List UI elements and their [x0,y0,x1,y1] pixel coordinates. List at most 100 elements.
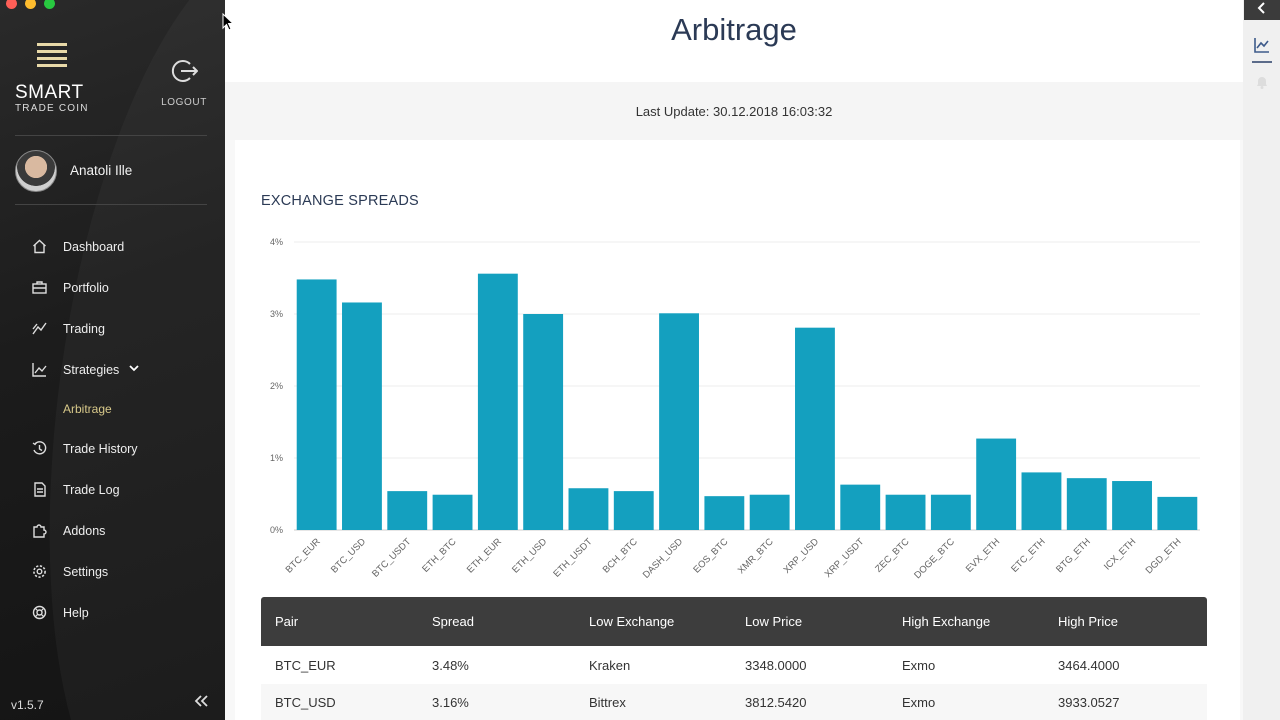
column-header[interactable]: High Exchange [902,614,991,629]
help-icon [31,605,47,621]
bar[interactable] [840,484,881,530]
bar[interactable] [976,438,1017,530]
minimize-window-button[interactable] [25,0,36,9]
title-bar [225,0,1243,82]
bar[interactable] [749,494,790,530]
cell-low-price: 3812.5420 [745,695,807,710]
x-tick-label: ZEC_BTC [873,536,911,574]
sidebar-item-label: Trading [63,321,105,336]
column-header[interactable]: High Price [1058,614,1118,629]
mouse-cursor-icon [222,13,234,31]
table-header: Pair Spread Low Exchange Low Price High … [261,597,1207,646]
table-row[interactable]: BTC_EUR 3.48% Kraken 3348.0000 Exmo 3464… [261,647,1207,684]
window-controls [6,0,55,9]
divider [15,204,207,205]
bar[interactable] [795,327,835,530]
maximize-window-button[interactable] [44,0,55,9]
bar[interactable] [930,494,971,530]
x-tick-label: ETH_USDT [551,536,594,579]
bar[interactable] [523,314,564,530]
sidebar: SMART TRADE COIN LOGOUT Anatoli Ille Das… [0,0,225,720]
sidebar-item-label: Strategies [63,362,120,377]
chart-icon[interactable] [1253,36,1271,54]
x-tick-label: DOGE_BTC [912,536,957,581]
column-header[interactable]: Pair [275,614,299,629]
bar[interactable] [885,494,926,530]
column-header[interactable]: Spread [432,614,474,629]
bar[interactable] [659,313,699,530]
gear-icon [31,564,47,580]
sidebar-item-strategies[interactable]: Strategies [0,349,225,390]
sidebar-item-portfolio[interactable]: Portfolio [0,267,225,308]
home-icon [31,239,47,255]
x-tick-label: EOS_BTC [691,536,730,575]
cell-high-exchange: Exmo [902,658,936,673]
cell-high-price: 3464.4000 [1058,658,1120,673]
sidebar-item-dashboard[interactable]: Dashboard [0,226,225,267]
sidebar-item-label: Dashboard [63,239,125,254]
bell-icon[interactable] [1254,74,1270,90]
bar[interactable] [1021,472,1062,530]
bar[interactable] [704,496,745,530]
right-rail [1243,0,1280,720]
sidebar-item-addons[interactable]: Addons [0,510,225,551]
x-tick-label: BCH_BTC [601,536,640,575]
sidebar-item-label: Trade History [63,441,138,456]
collapse-sidebar-icon[interactable] [194,694,208,712]
bar[interactable] [1066,478,1107,530]
x-tick-label: EVX_ETH [964,536,1002,574]
x-tick-label: DGD_ETH [1144,536,1184,576]
section-title: EXCHANGE SPREADS [261,193,419,209]
divider [15,135,207,136]
x-tick-label: DASH_USD [641,536,685,580]
x-tick-label: BTC_EUR [284,536,323,575]
x-tick-label: ETC_ETH [1009,536,1047,574]
brand-name: SMART [15,82,84,103]
y-tick-label: 1% [270,453,283,463]
sidebar-item-trade-log[interactable]: Trade Log [0,469,225,510]
sidebar-item-label: Portfolio [63,280,109,295]
chevron-down-icon[interactable] [129,364,139,375]
sidebar-subitem-arbitrage[interactable]: Arbitrage [63,402,112,416]
x-tick-label: ETH_BTC [420,536,458,574]
column-header[interactable]: Low Price [745,614,803,629]
sidebar-item-trading[interactable]: Trading [0,308,225,349]
avatar[interactable] [15,150,57,192]
close-window-button[interactable] [6,0,17,9]
cell-low-exchange: Kraken [589,658,631,673]
cell-spread: 3.48% [432,658,469,673]
bar[interactable] [342,302,382,530]
sidebar-item-label: Help [63,605,89,620]
bar[interactable] [387,491,428,530]
sidebar-nav: Dashboard Portfolio Trading Strategies A… [0,226,225,633]
last-update: Last Update: 30.12.2018 16:03:32 [635,104,833,119]
rail-toggle-button[interactable] [1244,0,1280,20]
cell-pair: BTC_EUR [275,658,336,673]
y-tick-label: 3% [270,309,283,319]
bar[interactable] [477,273,518,530]
logout-label: LOGOUT [161,97,207,108]
column-header[interactable]: Low Exchange [589,614,675,629]
sidebar-item-settings[interactable]: Settings [0,551,225,592]
user-name: Anatoli Ille [70,163,133,178]
bar[interactable] [432,494,473,530]
logout-button[interactable]: LOGOUT [160,58,208,108]
bar[interactable] [1157,496,1198,530]
sidebar-item-label: Addons [63,523,106,538]
sidebar-item-label: Settings [63,564,109,579]
update-bar [225,82,1243,140]
bar[interactable] [613,491,654,530]
bar[interactable] [568,488,609,530]
cell-high-exchange: Exmo [902,695,936,710]
table-row[interactable]: BTC_USD 3.16% Bittrex 3812.5420 Exmo 393… [261,684,1207,720]
x-tick-label: BTG_ETH [1054,536,1093,575]
x-tick-label: BTC_USDT [370,536,413,579]
y-tick-label: 4% [270,237,283,247]
logout-icon [171,60,199,82]
puzzle-icon [31,523,47,539]
sidebar-item-trade-history[interactable]: Trade History [0,428,225,469]
bar[interactable] [296,279,337,530]
x-tick-label: BTC_USD [329,536,368,575]
bar[interactable] [1112,481,1152,530]
sidebar-item-help[interactable]: Help [0,592,225,633]
